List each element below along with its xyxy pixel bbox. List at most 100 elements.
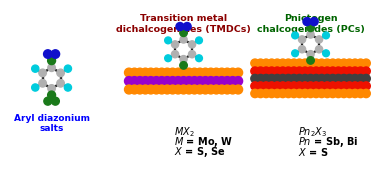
Circle shape <box>180 56 187 63</box>
Circle shape <box>301 82 309 90</box>
Circle shape <box>141 77 150 86</box>
Circle shape <box>223 77 232 86</box>
Circle shape <box>165 55 172 62</box>
Circle shape <box>268 89 276 98</box>
Circle shape <box>316 46 323 53</box>
Circle shape <box>217 77 226 86</box>
Circle shape <box>295 59 304 67</box>
Circle shape <box>183 23 191 31</box>
Circle shape <box>217 68 226 77</box>
Circle shape <box>351 74 359 83</box>
Circle shape <box>196 37 203 44</box>
Circle shape <box>51 50 60 58</box>
Circle shape <box>340 89 348 98</box>
Circle shape <box>316 36 323 43</box>
Circle shape <box>345 67 354 75</box>
Circle shape <box>345 89 354 98</box>
Circle shape <box>284 82 293 90</box>
Circle shape <box>295 82 304 90</box>
Circle shape <box>163 85 172 94</box>
Circle shape <box>196 55 203 62</box>
Circle shape <box>39 80 46 87</box>
Circle shape <box>318 82 326 90</box>
Circle shape <box>323 89 332 98</box>
Circle shape <box>328 67 337 75</box>
Text: $\mathit{M}$ = Mo, W: $\mathit{M}$ = Mo, W <box>174 135 233 149</box>
Circle shape <box>356 67 365 75</box>
Circle shape <box>295 67 304 75</box>
Circle shape <box>334 82 342 90</box>
Circle shape <box>323 59 332 67</box>
Circle shape <box>234 77 243 86</box>
Circle shape <box>146 68 155 77</box>
Circle shape <box>307 67 315 75</box>
Circle shape <box>328 59 337 67</box>
Circle shape <box>124 77 133 86</box>
Circle shape <box>256 74 265 83</box>
Circle shape <box>43 50 52 58</box>
Circle shape <box>124 85 133 94</box>
Circle shape <box>262 59 270 67</box>
Text: Aryl diazonium
salts: Aryl diazonium salts <box>14 114 90 133</box>
Circle shape <box>307 74 315 83</box>
Circle shape <box>273 89 281 98</box>
Circle shape <box>340 82 348 90</box>
Circle shape <box>228 85 237 94</box>
Circle shape <box>318 74 326 83</box>
Circle shape <box>301 59 309 67</box>
Circle shape <box>152 77 161 86</box>
Circle shape <box>295 89 304 98</box>
Circle shape <box>362 82 370 90</box>
Circle shape <box>295 74 304 83</box>
Circle shape <box>290 59 298 67</box>
Circle shape <box>146 85 155 94</box>
Circle shape <box>299 46 306 53</box>
Circle shape <box>64 65 71 72</box>
Circle shape <box>168 68 177 77</box>
Circle shape <box>201 77 210 86</box>
Circle shape <box>172 41 179 48</box>
Circle shape <box>180 29 187 37</box>
Circle shape <box>279 89 287 98</box>
Circle shape <box>307 82 315 90</box>
Circle shape <box>318 59 326 67</box>
Circle shape <box>284 67 293 75</box>
Circle shape <box>251 82 259 90</box>
Circle shape <box>174 68 183 77</box>
Circle shape <box>351 89 359 98</box>
Circle shape <box>268 59 276 67</box>
Circle shape <box>130 85 139 94</box>
Circle shape <box>345 59 354 67</box>
Circle shape <box>340 74 348 83</box>
Circle shape <box>273 67 281 75</box>
Circle shape <box>323 32 329 39</box>
Circle shape <box>268 74 276 83</box>
Circle shape <box>323 74 332 83</box>
Circle shape <box>251 74 259 83</box>
Circle shape <box>135 85 144 94</box>
Circle shape <box>303 18 311 26</box>
Circle shape <box>356 74 365 83</box>
Circle shape <box>351 82 359 90</box>
Circle shape <box>290 82 298 90</box>
Circle shape <box>212 68 221 77</box>
Circle shape <box>273 82 281 90</box>
Circle shape <box>340 67 348 75</box>
Circle shape <box>279 59 287 67</box>
Text: $\mathit{X}$ = S, Se: $\mathit{X}$ = S, Se <box>174 144 225 159</box>
Circle shape <box>184 68 194 77</box>
Circle shape <box>165 37 172 44</box>
Circle shape <box>64 84 71 91</box>
Circle shape <box>124 68 133 77</box>
Circle shape <box>312 74 320 83</box>
Circle shape <box>273 74 281 83</box>
Circle shape <box>334 74 342 83</box>
Circle shape <box>323 82 332 90</box>
Circle shape <box>290 89 298 98</box>
Circle shape <box>256 67 265 75</box>
Circle shape <box>301 67 309 75</box>
Circle shape <box>340 59 348 67</box>
Circle shape <box>356 89 365 98</box>
Circle shape <box>362 59 370 67</box>
Circle shape <box>362 89 370 98</box>
